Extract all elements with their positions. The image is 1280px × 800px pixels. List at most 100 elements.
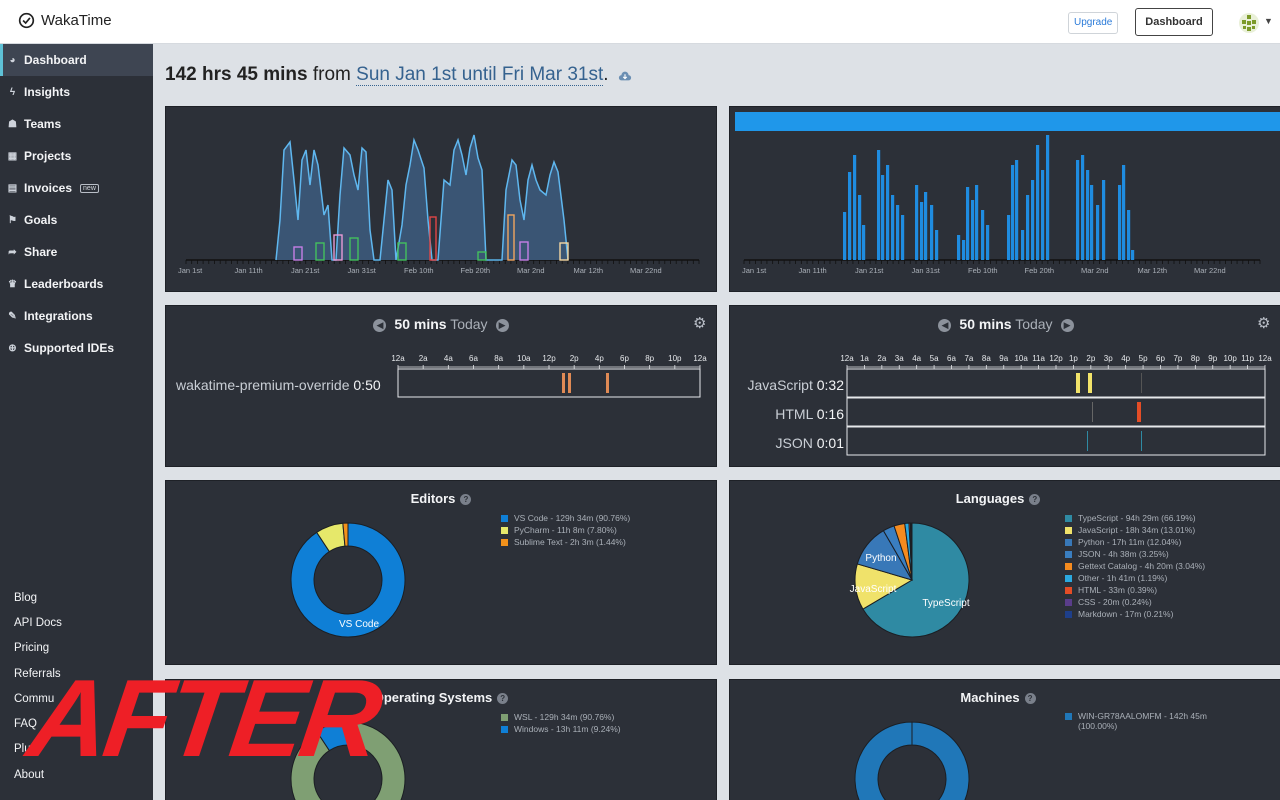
- chevron-right-icon[interactable]: ▶: [1060, 319, 1074, 332]
- legend-item[interactable]: WIN-GR78AALOMFM - 142h 45m (100.00%): [1065, 711, 1235, 731]
- bar[interactable]: [1102, 180, 1106, 260]
- os-donut[interactable]: [166, 680, 718, 800]
- activity-mark[interactable]: [1092, 402, 1093, 422]
- avatar[interactable]: [1238, 12, 1260, 34]
- bar[interactable]: [848, 172, 852, 260]
- activity-mark[interactable]: [562, 373, 565, 393]
- bar[interactable]: [1081, 155, 1085, 260]
- legend-item[interactable]: PyCharm - 11h 8m (7.80%): [501, 524, 630, 536]
- bar[interactable]: [1026, 195, 1030, 260]
- bar[interactable]: [843, 212, 847, 260]
- bar[interactable]: [957, 235, 961, 260]
- bar[interactable]: [981, 210, 985, 260]
- bar[interactable]: [896, 205, 900, 260]
- sidebar-item-insights[interactable]: ϟ Insights: [0, 76, 153, 108]
- legend-item[interactable]: Other - 1h 41m (1.19%): [1065, 572, 1205, 584]
- chevron-right-icon[interactable]: ▶: [495, 319, 509, 332]
- legend-item[interactable]: JavaScript - 18h 34m (13.01%): [1065, 524, 1205, 536]
- bar[interactable]: [1118, 185, 1122, 260]
- sidebar-item-goals[interactable]: ⚑ Goals: [0, 204, 153, 236]
- gear-icon[interactable]: ⚙: [693, 315, 707, 332]
- legend-item[interactable]: Gettext Catalog - 4h 20m (3.04%): [1065, 560, 1205, 572]
- bar[interactable]: [1015, 160, 1019, 260]
- pie-slice[interactable]: [290, 721, 406, 800]
- legend-item[interactable]: VS Code - 129h 34m (90.76%): [501, 512, 630, 524]
- bar[interactable]: [920, 202, 924, 260]
- bar[interactable]: [962, 240, 966, 260]
- bar[interactable]: [1046, 135, 1050, 260]
- help-icon[interactable]: ?: [460, 494, 472, 505]
- bar[interactable]: [877, 150, 881, 260]
- footer-link-plugins[interactable]: Plu: [14, 743, 31, 755]
- daily-bar-chart[interactable]: Jan 1st Jan 11th Jan 21st Jan 31st Feb 10th F…: [730, 107, 1280, 293]
- bar[interactable]: [881, 175, 885, 260]
- bar[interactable]: [853, 155, 857, 260]
- pie-slice[interactable]: [854, 721, 970, 800]
- bar[interactable]: [1021, 230, 1025, 260]
- sidebar-item-share[interactable]: ➦ Share: [0, 236, 153, 268]
- chevron-left-icon[interactable]: ◀: [938, 319, 952, 332]
- bar[interactable]: [986, 225, 990, 260]
- legend-item[interactable]: TypeScript - 94h 29m (66.19%): [1065, 512, 1205, 524]
- activity-mark[interactable]: [1141, 431, 1142, 451]
- editors-donut[interactable]: VS Code: [166, 481, 718, 666]
- help-icon[interactable]: ?: [497, 693, 509, 704]
- bar[interactable]: [1131, 250, 1135, 260]
- footer-link-referrals[interactable]: Referrals: [14, 668, 61, 680]
- footer-link-community[interactable]: Commu: [14, 693, 55, 705]
- activity-mark[interactable]: [1088, 373, 1092, 393]
- bar[interactable]: [1086, 170, 1090, 260]
- bar[interactable]: [930, 205, 934, 260]
- gear-icon[interactable]: ⚙: [1257, 315, 1271, 332]
- activity-mark[interactable]: [1137, 402, 1141, 422]
- dashboard-button[interactable]: Dashboard: [1135, 8, 1213, 36]
- bar[interactable]: [1031, 180, 1035, 260]
- activity-chart[interactable]: Jan 1st Jan 11th Jan 21st Jan 31st Feb 10th F…: [166, 107, 718, 293]
- activity-mark[interactable]: [568, 373, 571, 393]
- pie-slice[interactable]: [342, 522, 349, 547]
- machines-donut[interactable]: [730, 680, 1280, 800]
- bar[interactable]: [886, 165, 890, 260]
- bar[interactable]: [901, 215, 905, 260]
- bar[interactable]: [1036, 145, 1040, 260]
- help-icon[interactable]: ?: [1024, 693, 1036, 704]
- pie-slice[interactable]: [316, 721, 349, 752]
- chevron-left-icon[interactable]: ◀: [373, 319, 387, 332]
- legend-item[interactable]: JSON - 4h 38m (3.25%): [1065, 548, 1205, 560]
- sidebar-item-leaderboards[interactable]: ♛ Leaderboards: [0, 268, 153, 300]
- bar[interactable]: [858, 195, 862, 260]
- footer-link-api-docs[interactable]: API Docs: [14, 617, 62, 629]
- help-icon[interactable]: ?: [1029, 494, 1041, 505]
- sidebar-item-supported-ides[interactable]: ⊕ Supported IDEs: [0, 332, 153, 364]
- bar[interactable]: [971, 200, 975, 260]
- legend-item[interactable]: CSS - 20m (0.24%): [1065, 596, 1205, 608]
- bar[interactable]: [915, 185, 919, 260]
- languages-pie[interactable]: Python JavaScript TypeScript: [730, 481, 1280, 666]
- legend-item[interactable]: WSL - 129h 34m (90.76%): [501, 711, 621, 723]
- bar[interactable]: [1041, 170, 1045, 260]
- bar[interactable]: [1090, 185, 1094, 260]
- bar[interactable]: [1127, 210, 1131, 260]
- bar[interactable]: [862, 225, 866, 260]
- bar[interactable]: [1007, 215, 1011, 260]
- legend-item[interactable]: Markdown - 17m (0.21%): [1065, 608, 1205, 620]
- sidebar-item-integrations[interactable]: ✎ Integrations: [0, 300, 153, 332]
- pie-slice[interactable]: [290, 522, 406, 638]
- legend-item[interactable]: Python - 17h 11m (12.04%): [1065, 536, 1205, 548]
- sidebar-item-projects[interactable]: ▦ Projects: [0, 140, 153, 172]
- bar[interactable]: [1011, 165, 1015, 260]
- pie-slice[interactable]: [910, 522, 913, 581]
- bar[interactable]: [891, 195, 895, 260]
- bar[interactable]: [1096, 205, 1100, 260]
- sidebar-item-teams[interactable]: ☗ Teams: [0, 108, 153, 140]
- bar[interactable]: [935, 230, 939, 260]
- footer-link-pricing[interactable]: Pricing: [14, 642, 50, 654]
- bar[interactable]: [924, 192, 928, 260]
- sidebar-item-invoices[interactable]: ▤ Invoices new: [0, 172, 153, 204]
- pie-slice[interactable]: [862, 522, 970, 638]
- activity-mark[interactable]: [606, 373, 609, 393]
- brand-logo[interactable]: WakaTime: [18, 12, 112, 29]
- upgrade-button[interactable]: Upgrade: [1068, 12, 1119, 34]
- bar[interactable]: [1122, 165, 1126, 260]
- activity-mark[interactable]: [1076, 373, 1080, 393]
